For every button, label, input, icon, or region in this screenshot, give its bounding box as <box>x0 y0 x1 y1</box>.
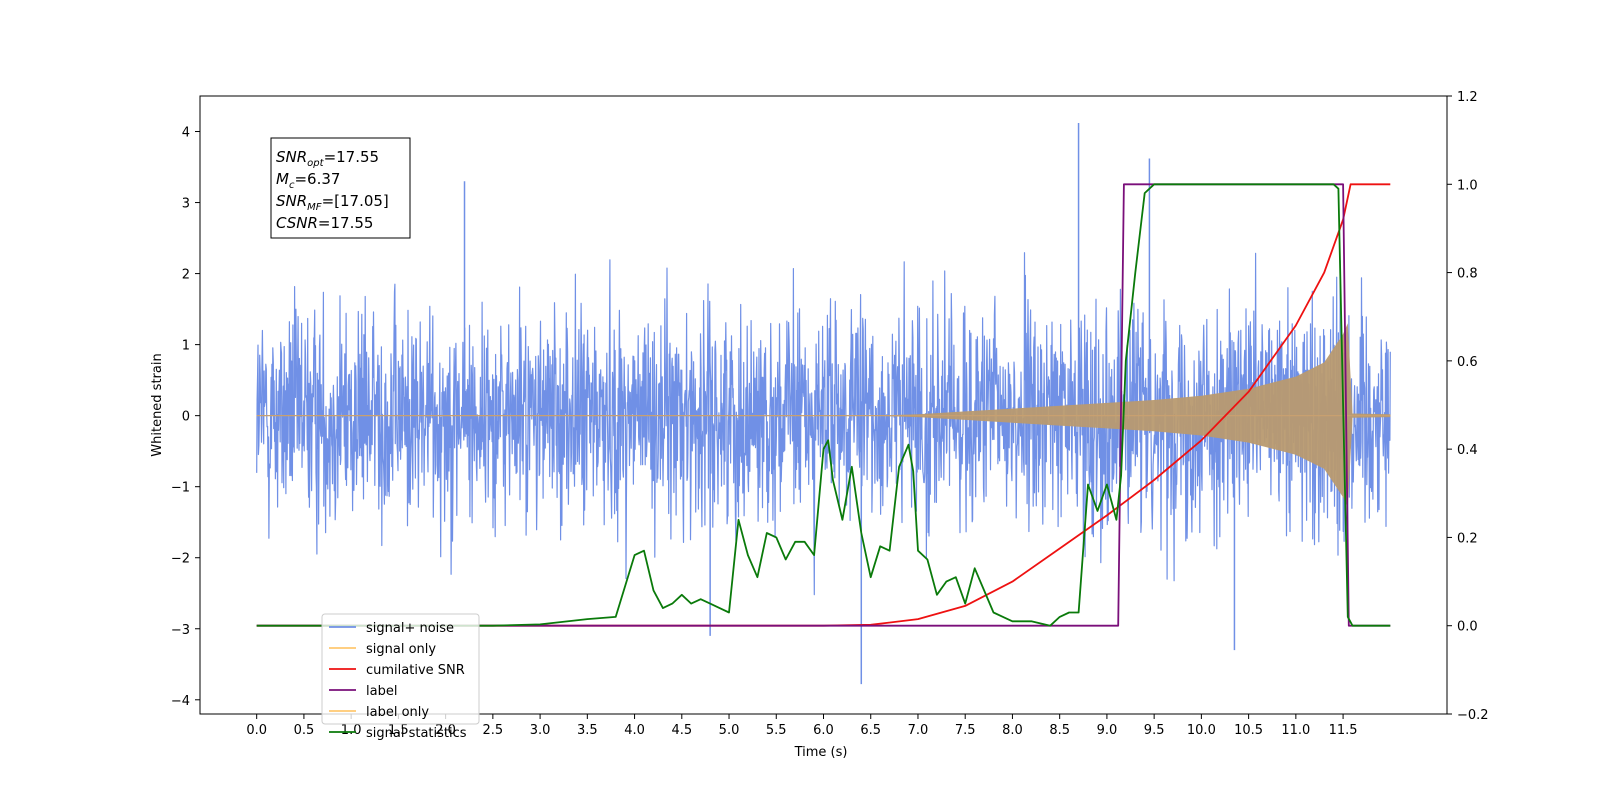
legend-label: signal only <box>366 642 436 657</box>
x-tick-label: 0.5 <box>294 723 315 738</box>
annotation-line: SNRopt=17.55 <box>276 148 379 169</box>
x-tick-label: 2.5 <box>483 723 504 738</box>
annotation-frame <box>270 137 411 239</box>
signal-only-series <box>256 323 1391 508</box>
x-axis-label: Time (s) <box>794 745 848 760</box>
y-tick-label: −2 <box>171 552 190 567</box>
y2-tick-label: 0.0 <box>1457 620 1478 635</box>
y-tick-label: −3 <box>171 623 190 638</box>
legend: signal+ noise signal only cumilative SNR la… <box>321 613 480 741</box>
y-tick-label: −4 <box>171 694 190 709</box>
x-tick-label: 9.5 <box>1144 723 1165 738</box>
y2-tick-label: 1.0 <box>1457 178 1478 193</box>
legend-frame <box>321 613 480 725</box>
y2-tick-label: −0.2 <box>1457 708 1489 723</box>
plot-area <box>256 122 1391 685</box>
annotation-box: SNRopt=17.55Mc=6.37SNRMF=[17.05]CSNR=17.… <box>270 137 411 239</box>
y-tick-label: 0 <box>182 410 190 425</box>
x-tick-label: 11.0 <box>1281 723 1310 738</box>
x-tick-label: 2.0 <box>435 723 456 738</box>
x-tick-label: 5.5 <box>766 723 787 738</box>
cumilative-snr-line <box>256 183 1391 627</box>
x-tick-label: 1.0 <box>341 723 362 738</box>
x-tick-label: 4.5 <box>671 723 692 738</box>
x-tick-label: 10.0 <box>1187 723 1216 738</box>
y-tick-label: 2 <box>182 268 190 283</box>
x-tick-label: 11.5 <box>1329 723 1358 738</box>
x-tick-label: 8.5 <box>1049 723 1070 738</box>
y2-tick-label: 0.4 <box>1457 443 1478 458</box>
y2-tick-label: 0.2 <box>1457 531 1478 546</box>
x-tick-label: 6.5 <box>860 723 881 738</box>
legend-label: label <box>366 684 397 699</box>
x-tick-label: 4.0 <box>624 723 645 738</box>
x-tick-label: 3.5 <box>577 723 598 738</box>
x-tick-label: 7.0 <box>908 723 929 738</box>
x-axis-ticks: 0.0 0.5 1.0 1.5 2.0 2.5 3.0 3.5 4.0 4.5 5.0 5.5 6.0 6… <box>246 714 1358 738</box>
signal-noise-line <box>256 252 1391 596</box>
annotation-line: Mc=6.37 <box>276 170 340 191</box>
y2-tick-label: 0.6 <box>1457 355 1478 370</box>
x-tick-label: 0.0 <box>246 723 267 738</box>
y-axis-label: Whitened strain <box>150 353 165 456</box>
x-tick-label: 3.0 <box>530 723 551 738</box>
x-tick-label: 8.0 <box>1002 723 1023 738</box>
x-tick-label: 5.0 <box>719 723 740 738</box>
signal-statistics-line <box>256 183 1391 627</box>
y-tick-label: 3 <box>182 197 190 212</box>
signal-noise-series <box>256 122 1391 685</box>
x-tick-label: 10.5 <box>1234 723 1263 738</box>
right-axis-series <box>256 183 1391 627</box>
y2-axis-ticks: −0.2 0.0 0.2 0.4 0.6 0.8 1.0 1.2 <box>1447 90 1489 723</box>
y2-tick-label: 1.2 <box>1457 90 1478 105</box>
annotation-line: SNRMF=[17.05] <box>276 192 389 213</box>
legend-label: signal+ noise <box>366 621 454 636</box>
annotation-line: CSNR=17.55 <box>276 214 373 232</box>
x-tick-label: 9.0 <box>1097 723 1118 738</box>
x-tick-label: 1.5 <box>388 723 409 738</box>
y-tick-label: 4 <box>182 126 190 141</box>
x-tick-label: 6.0 <box>813 723 834 738</box>
y-tick-label: −1 <box>171 481 190 496</box>
legend-label: signal statistics <box>366 726 467 741</box>
y2-tick-label: 0.8 <box>1457 267 1478 282</box>
y-tick-label: 1 <box>182 339 190 354</box>
legend-label: cumilative SNR <box>366 663 465 678</box>
legend-label: label only <box>366 705 429 720</box>
y-axis-ticks: −4 −3 −2 −1 0 1 2 3 4 <box>171 126 200 709</box>
x-tick-label: 7.5 <box>955 723 976 738</box>
